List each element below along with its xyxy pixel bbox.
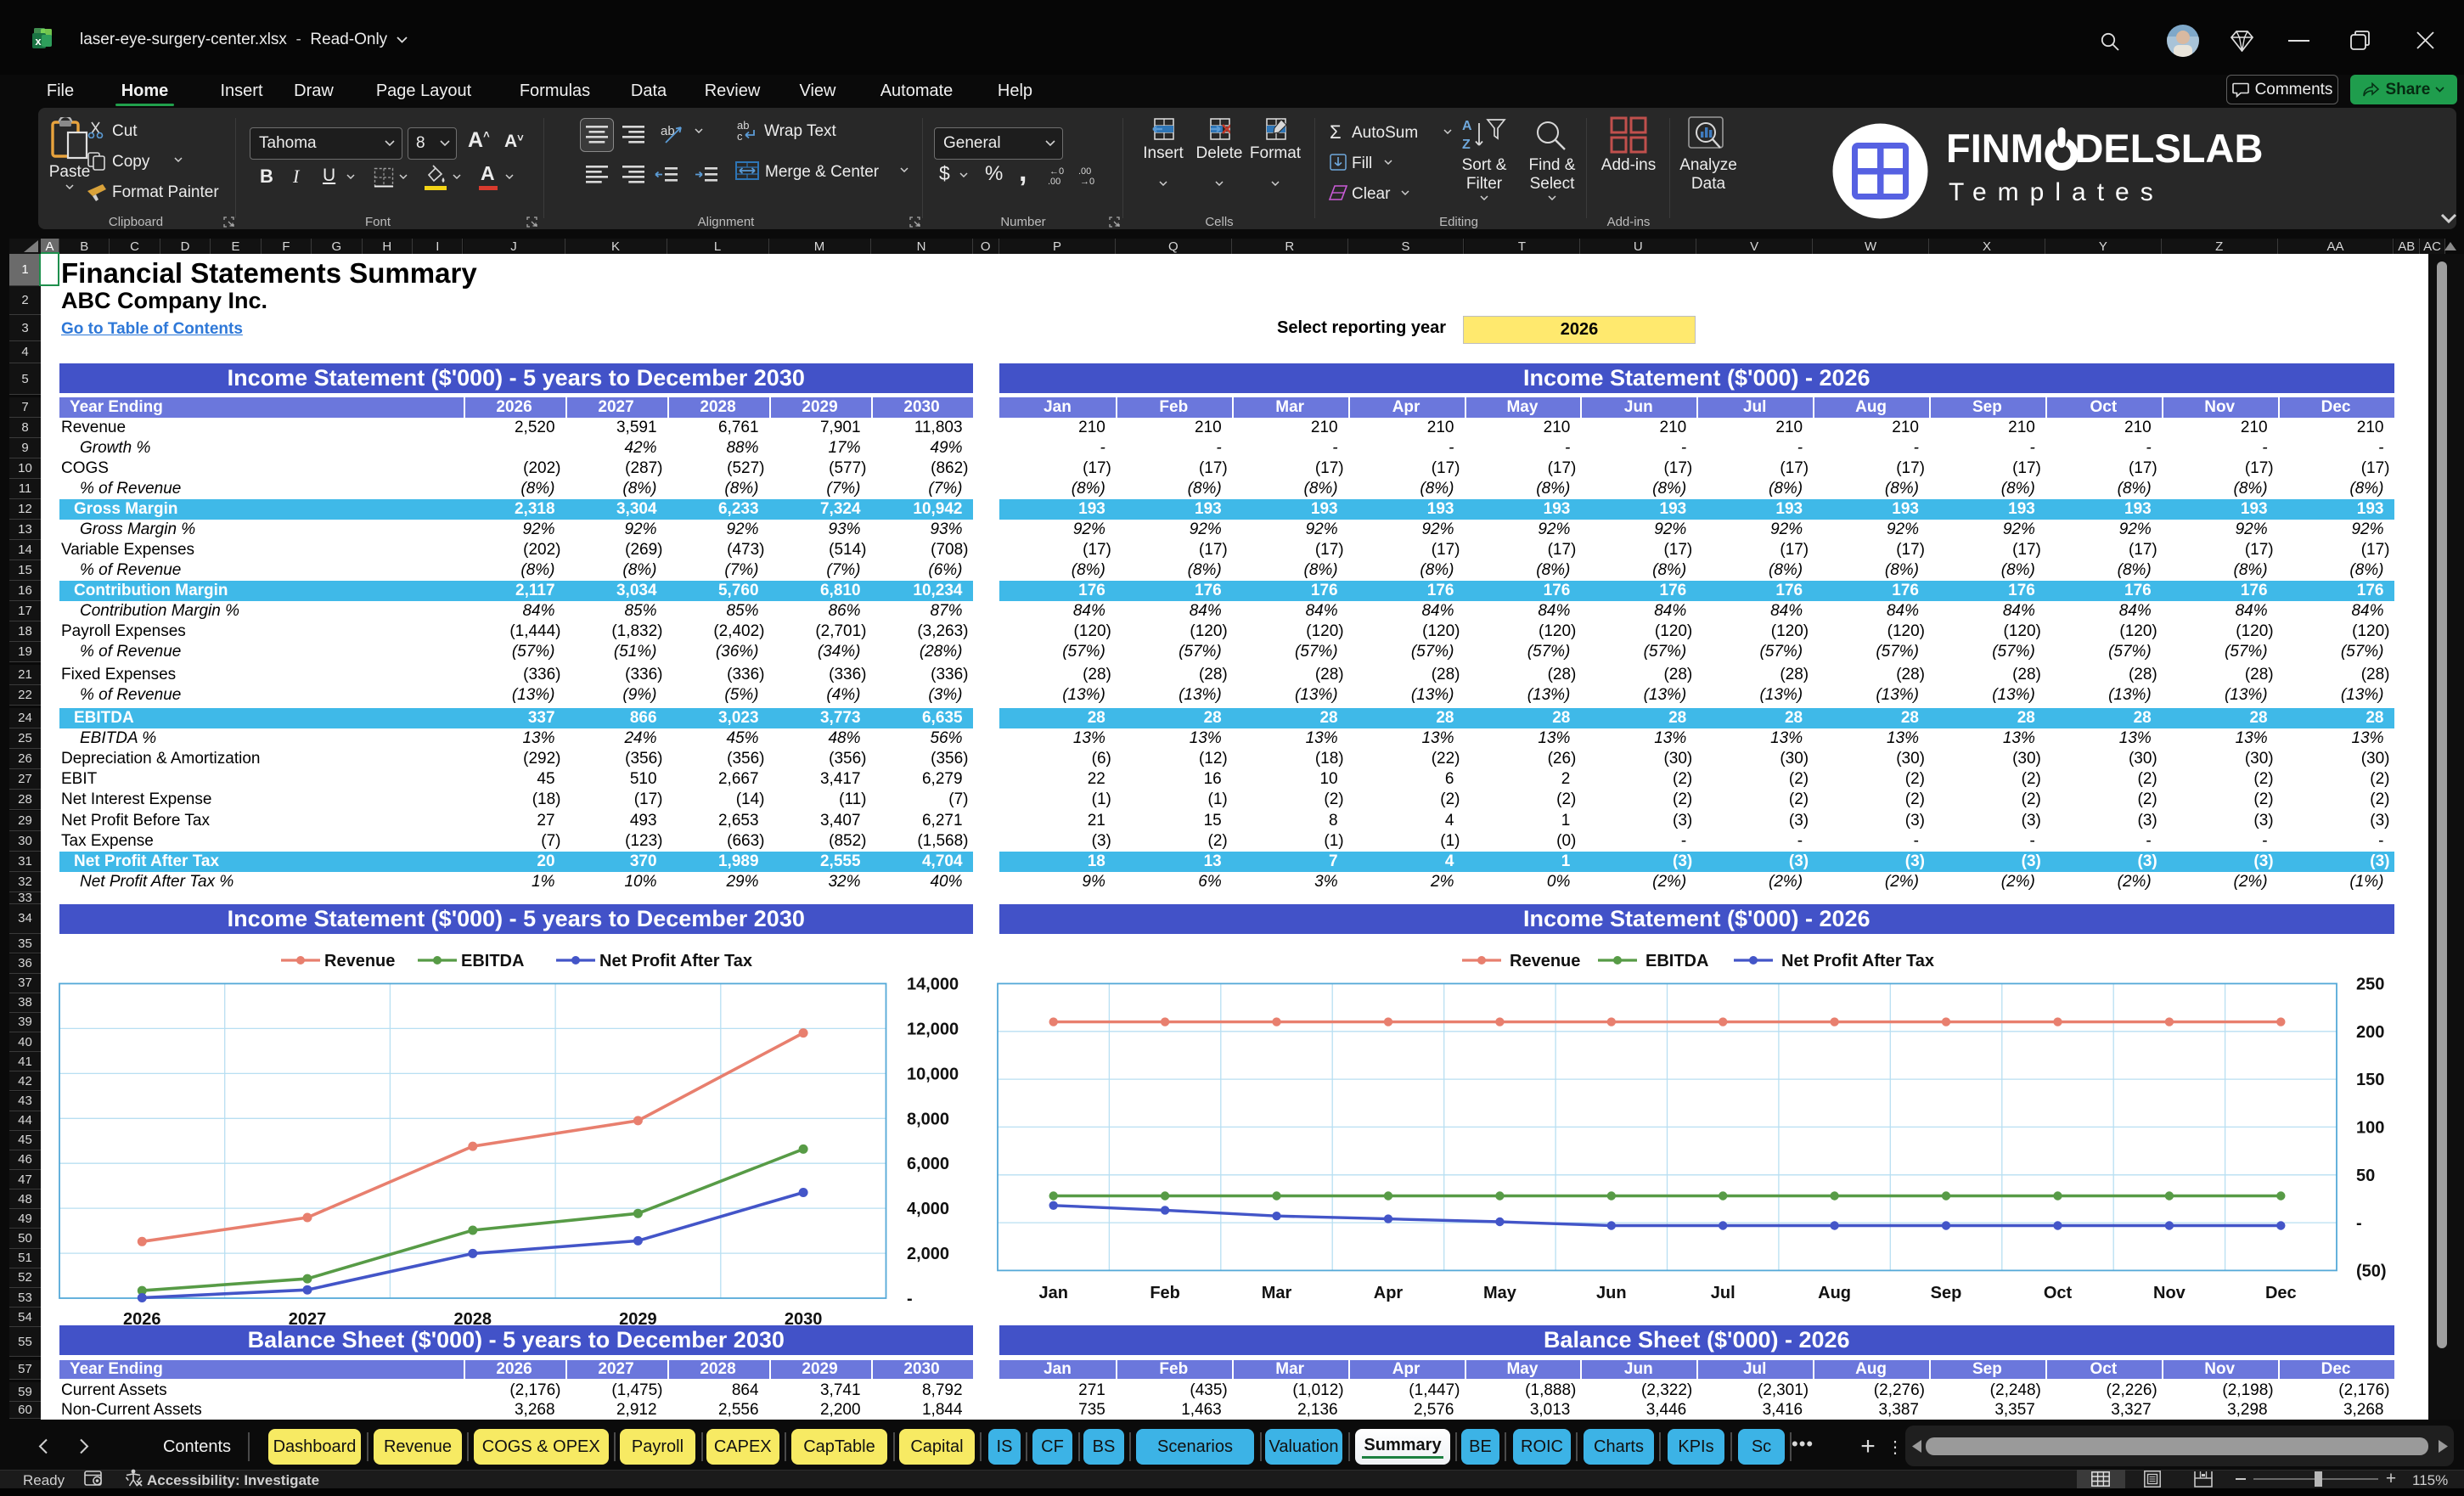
svg-text:Apr: Apr	[1374, 1284, 1404, 1302]
svg-text:May: May	[1483, 1284, 1517, 1302]
svg-text:250: 250	[2356, 976, 2384, 994]
svg-text:10,000: 10,000	[907, 1065, 959, 1083]
svg-text:(50): (50)	[2356, 1262, 2387, 1280]
svg-text:ab: ab	[661, 124, 675, 138]
svg-text:.00: .00	[1078, 166, 1091, 177]
svg-text:EBITDA: EBITDA	[1645, 952, 1708, 970]
svg-text:2028: 2028	[454, 1310, 492, 1329]
svg-text:-: -	[907, 1290, 913, 1308]
svg-text:Nov: Nov	[2153, 1284, 2186, 1302]
svg-text:Revenue: Revenue	[324, 952, 395, 970]
svg-text:Net Profit After Tax: Net Profit After Tax	[1781, 952, 1934, 970]
svg-text:Jul: Jul	[1711, 1284, 1735, 1302]
svg-text:Z: Z	[1462, 138, 1471, 152]
svg-text:Oct: Oct	[2044, 1284, 2073, 1302]
svg-text:8,000: 8,000	[907, 1110, 949, 1128]
svg-text:ab: ab	[737, 120, 749, 132]
svg-text:Dec: Dec	[2265, 1284, 2297, 1302]
svg-text:→0: →0	[1080, 177, 1094, 186]
svg-text:100: 100	[2356, 1118, 2384, 1137]
svg-text:←0: ←0	[1049, 166, 1064, 177]
svg-text:EBITDA: EBITDA	[461, 952, 524, 970]
svg-text:c: c	[737, 130, 743, 142]
svg-text:Feb: Feb	[1150, 1284, 1180, 1302]
svg-text:.00: .00	[1048, 177, 1060, 186]
svg-text:14,000: 14,000	[907, 976, 959, 994]
svg-text:6,000: 6,000	[907, 1155, 949, 1173]
svg-text:Revenue: Revenue	[1510, 952, 1580, 970]
svg-text:2027: 2027	[289, 1310, 327, 1329]
svg-text:4,000: 4,000	[907, 1200, 949, 1218]
svg-text:Jun: Jun	[1596, 1284, 1627, 1302]
svg-text:-: -	[2356, 1214, 2362, 1233]
svg-text:12,000: 12,000	[907, 1020, 959, 1038]
svg-text:Aug: Aug	[1818, 1284, 1851, 1302]
svg-text:Jan: Jan	[1038, 1284, 1067, 1302]
svg-text:2026: 2026	[123, 1310, 161, 1329]
svg-text:2030: 2030	[785, 1310, 823, 1329]
svg-text:2,000: 2,000	[907, 1245, 949, 1263]
svg-text:Mar: Mar	[1262, 1284, 1292, 1302]
svg-text:200: 200	[2356, 1023, 2384, 1042]
svg-text:Sep: Sep	[1931, 1284, 1962, 1302]
svg-text:x: x	[35, 35, 42, 48]
svg-text:2029: 2029	[619, 1310, 657, 1329]
svg-text:Net Profit After Tax: Net Profit After Tax	[599, 952, 752, 970]
svg-text:150: 150	[2356, 1071, 2384, 1089]
svg-text:A: A	[1462, 119, 1472, 133]
svg-text:50: 50	[2356, 1167, 2375, 1185]
